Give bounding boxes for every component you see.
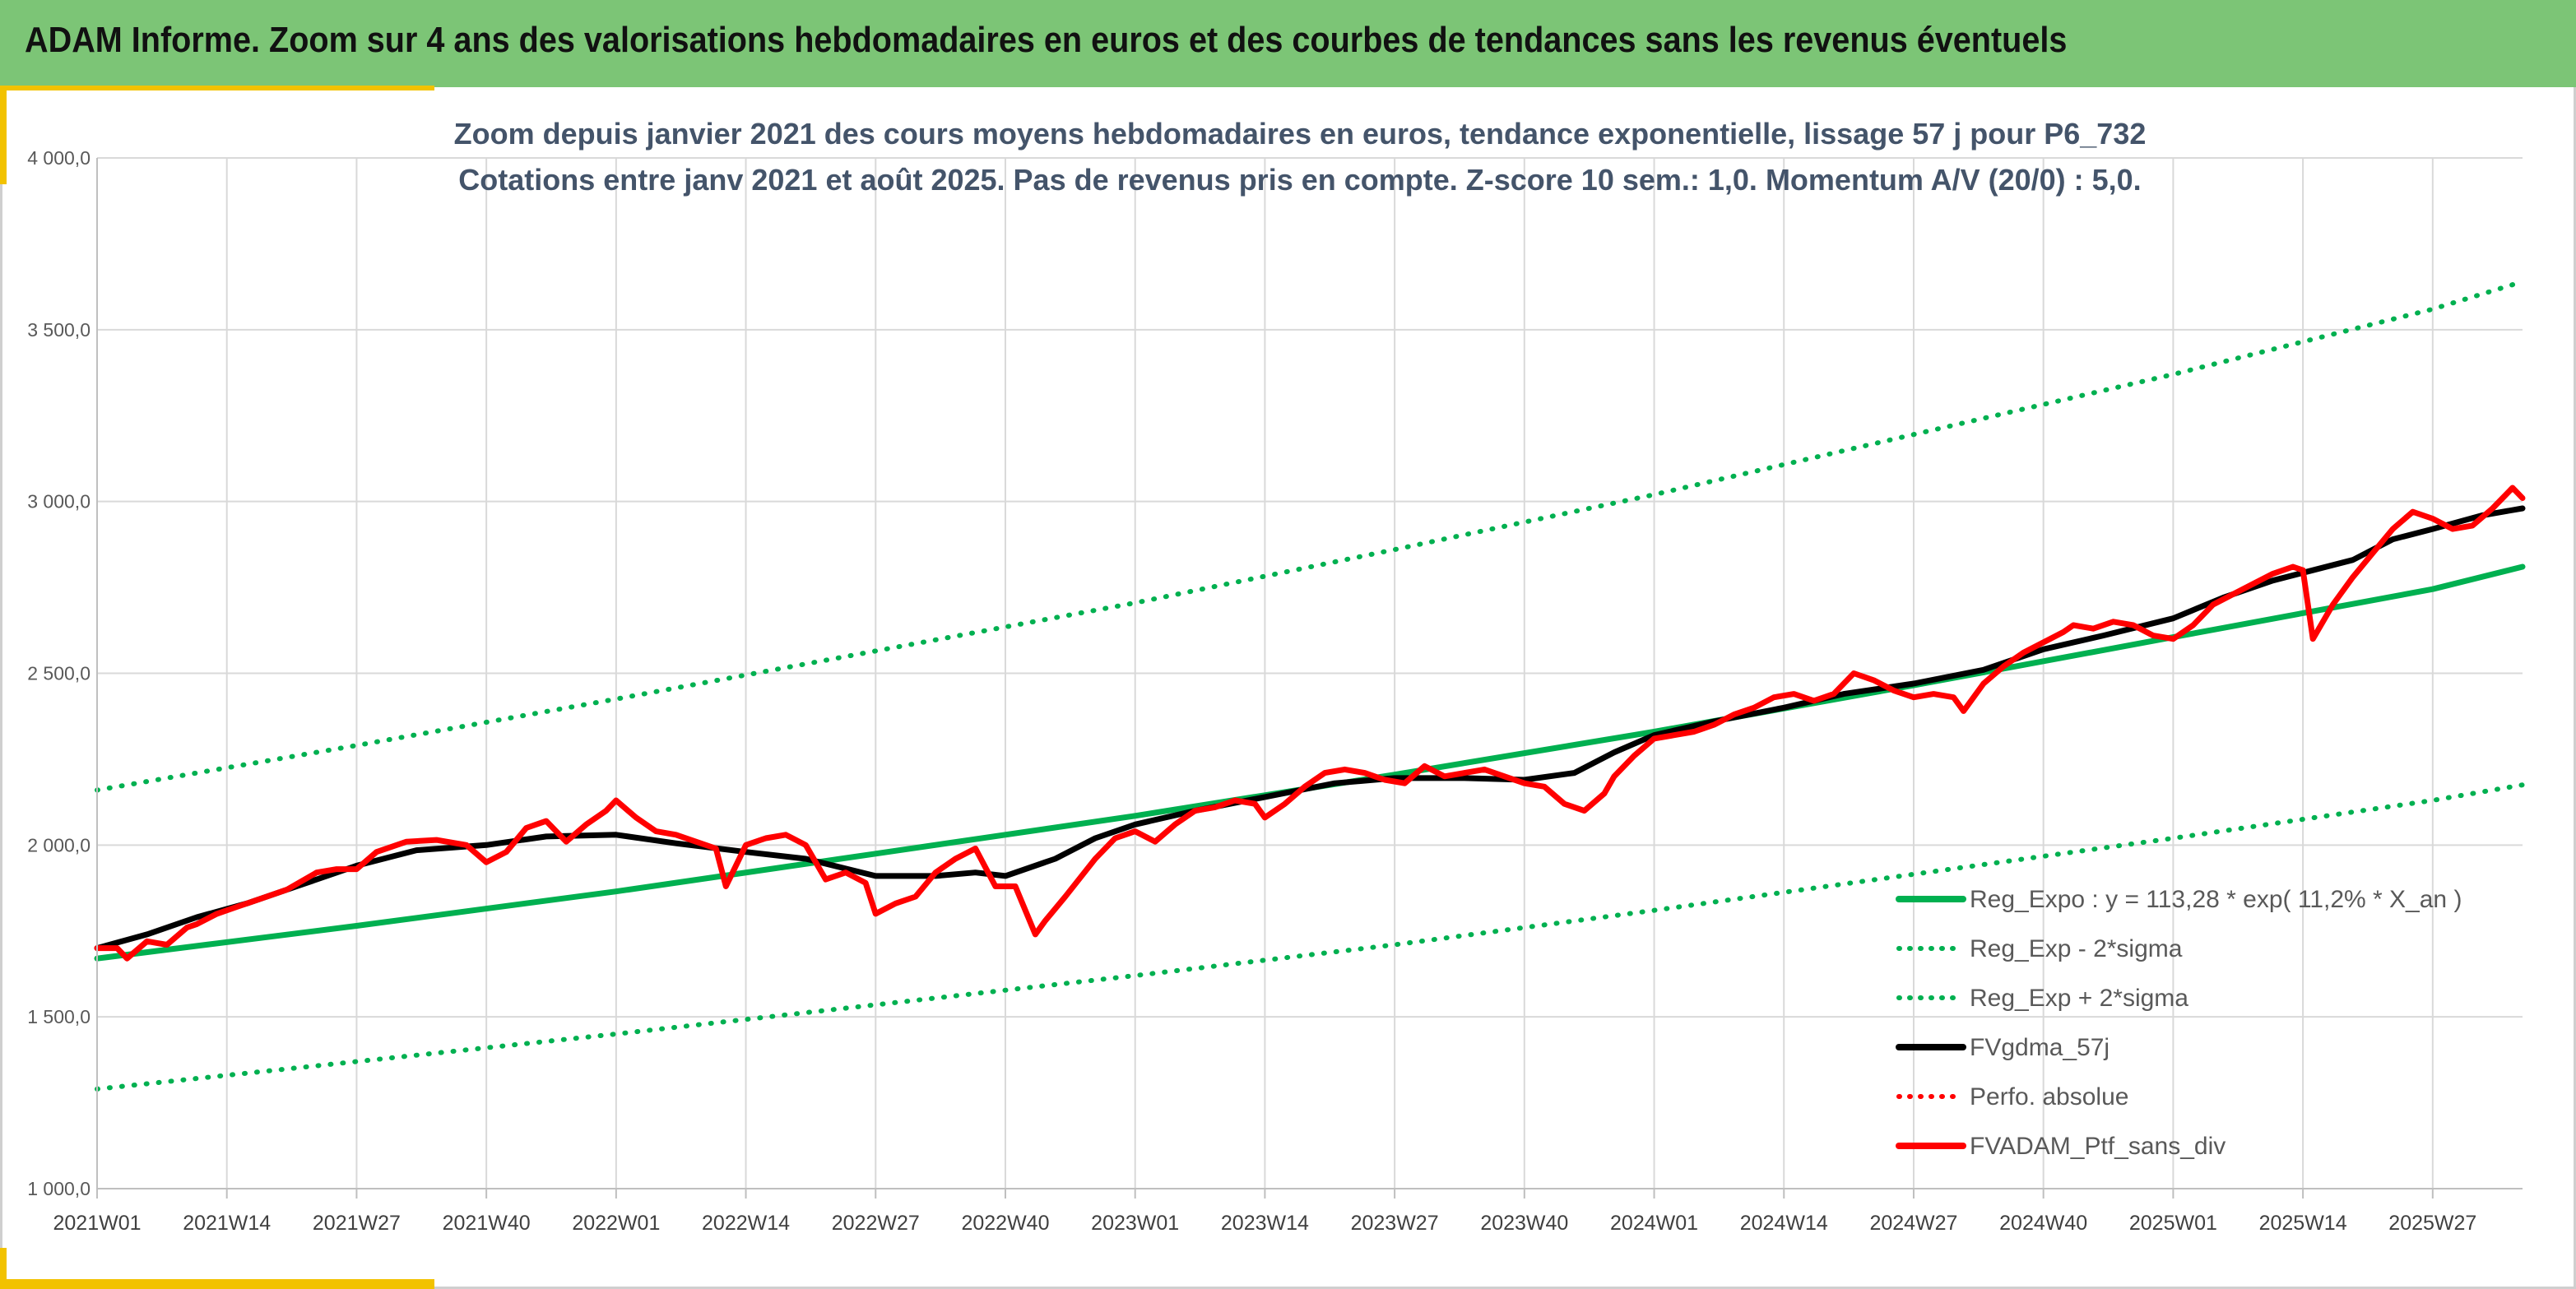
y-tick-label: 3 500,0	[27, 319, 91, 341]
header-bar: ADAM Informe. Zoom sur 4 ans des valoris…	[0, 0, 2576, 87]
x-tick-label: 2023W27	[1351, 1212, 1439, 1235]
y-tick-label: 2 000,0	[27, 834, 91, 855]
x-tick-label: 2021W27	[313, 1212, 401, 1235]
x-tick-label: 2024W40	[1999, 1212, 2087, 1235]
legend-label: FVgdma_57j	[1970, 1034, 2110, 1061]
legend-label: Reg_Exp - 2*sigma	[1970, 935, 2183, 962]
chart-title-line1: Zoom depuis janvier 2021 des cours moyen…	[454, 117, 2147, 151]
x-tick-label: 2025W27	[2388, 1212, 2476, 1235]
legend-label: FVADAM_Ptf_sans_div	[1970, 1133, 2226, 1160]
x-tick-label: 2022W01	[572, 1212, 660, 1235]
fvadam-ptf-line	[94, 485, 2526, 962]
legend: Reg_Expo : y = 113,28 * exp( 11,2% * X_a…	[1896, 886, 2462, 1160]
x-tick-label: 2023W01	[1091, 1212, 1179, 1235]
x-tick-label: 2021W01	[53, 1212, 141, 1235]
x-tick-label: 2023W14	[1221, 1212, 1309, 1235]
legend-label: Reg_Expo : y = 113,28 * exp( 11,2% * X_a…	[1970, 886, 2462, 913]
reg-exp-minus-2sigma-line	[95, 782, 2525, 1092]
legend-label: Perfo. absolue	[1970, 1083, 2128, 1110]
y-tick-label: 4 000,0	[27, 147, 91, 169]
accent-bar-top	[0, 86, 434, 90]
x-tick-label: 2022W40	[961, 1212, 1049, 1235]
page-title: ADAM Informe. Zoom sur 4 ans des valoris…	[25, 20, 2068, 60]
fvgdma-57j-line	[94, 505, 2526, 952]
series	[94, 279, 2526, 1092]
x-tick-label: 2024W01	[1610, 1212, 1698, 1235]
y-tick-label: 2 500,0	[27, 663, 91, 684]
accent-bar-left	[0, 86, 7, 184]
reg-exp-plus-2sigma-line	[95, 279, 2525, 793]
legend-label: Reg_Exp + 2*sigma	[1970, 985, 2188, 1012]
x-tick-label: 2023W40	[1480, 1212, 1568, 1235]
x-tick-label: 2021W14	[183, 1212, 271, 1235]
x-tick-label: 2025W01	[2129, 1212, 2217, 1235]
y-tick-label: 1 500,0	[27, 1006, 91, 1027]
accent-bar-bottom	[0, 1279, 434, 1289]
y-tick-label: 3 000,0	[27, 491, 91, 512]
x-tick-label: 2022W27	[832, 1212, 920, 1235]
y-tick-label: 1 000,0	[27, 1178, 91, 1199]
chart-frame	[0, 87, 2576, 1289]
chart-title-line2: Cotations entre janv 2021 et août 2025. …	[458, 163, 2141, 197]
x-tick-label: 2025W14	[2259, 1212, 2347, 1235]
reg-expo-line	[94, 563, 2526, 962]
x-tick-label: 2024W27	[1869, 1212, 1957, 1235]
accent-bar-bottom-left	[0, 1248, 7, 1281]
x-tick-label: 2021W40	[443, 1212, 531, 1235]
x-tick-label: 2024W14	[1740, 1212, 1828, 1235]
x-tick-label: 2022W14	[702, 1212, 790, 1235]
grid	[96, 157, 2523, 1189]
axes: 1 000,0 1 500,0 2 000,0 2 500,0 3 000,0 3 500…	[27, 147, 2523, 1235]
